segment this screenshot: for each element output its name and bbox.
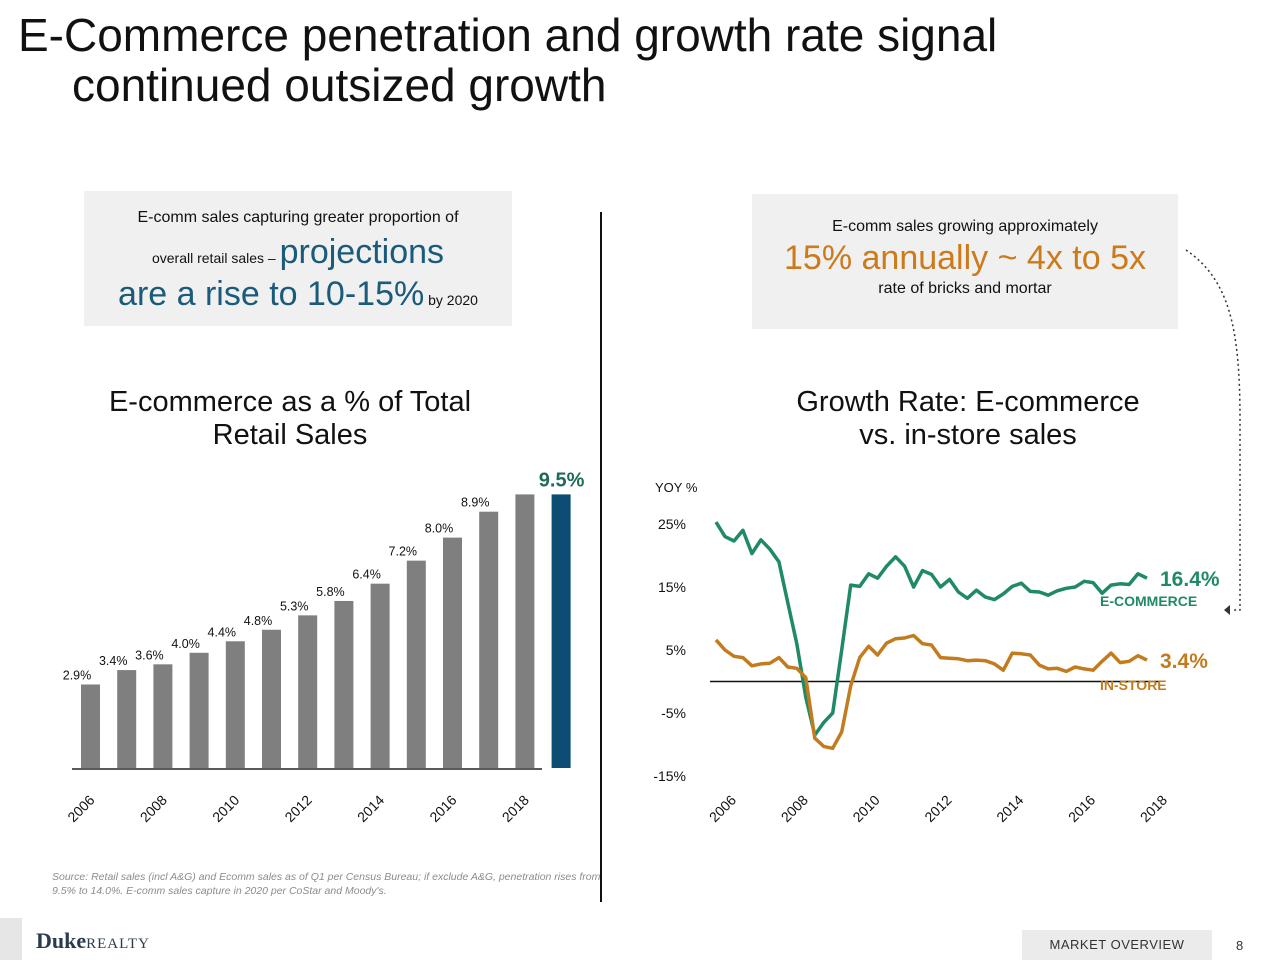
callout-growth: E-comm sales growing approximately 15% a… [752,194,1178,329]
bar-2009 [189,652,209,768]
page-number: 8 [1236,938,1244,953]
bar-2014 [370,583,390,768]
callout-right-line-1: E-comm sales growing approximately [832,218,1098,235]
bar-chart-title-line-1: E-commerce as a % of Total [108,386,472,418]
line-x-tick: 2016 [1065,792,1098,825]
ecommerce-end-value: 16.4% [1160,568,1220,591]
line-y-tick: -15% [653,768,686,784]
callout-left-line-3-big: are a rise to 10-15% [118,275,425,313]
bar-2012 [298,615,318,768]
bar-2007 [117,670,137,768]
callout-arrow [1185,249,1241,615]
bar-chart-title-line-2: Retail Sales [212,419,368,451]
callout-left-line-2-big: projections [279,233,445,271]
duke-realty-logo: DukeREALTY [36,928,150,954]
line-chart: YOY % 25% 15% 5% -5% -15% 16.4% E-COMMERCE 3.4% I… [653,480,1220,825]
bar-2013 [334,600,354,768]
callout-arrow-path [1185,249,1241,611]
callout-penetration: E-comm sales capturing greater proportio… [84,191,512,326]
bar-x-tick: 2010 [209,792,242,825]
bar-2010 [225,641,245,768]
line-x-tick: 2010 [849,792,882,825]
callout-right-line-3: rate of bricks and mortar [878,280,1052,297]
bar-label: 6.4% [352,568,381,582]
bar-chart-title: E-commerce as a % of Total Retail Sales [40,386,540,452]
callout-left-line-2-small: overall retail sales – [151,250,280,266]
bar-x-tick: 2012 [281,792,314,825]
instore-end-value: 3.4% [1160,650,1208,673]
bar-x-tick: 2016 [426,792,459,825]
line-x-tick: 2018 [1137,792,1170,825]
line-y-tick: 15% [658,579,686,595]
bar-2008 [153,664,173,768]
bar-x-tick: 2018 [499,792,532,825]
logo-duke: Duke [36,928,87,953]
bar-label: 7.2% [389,545,418,559]
bar-2016 [443,537,462,768]
line-chart-title: Growth Rate: E-commerce vs. in-store sal… [718,386,1218,452]
instore-series-label: IN-STORE [1100,677,1167,693]
bar-label: 8.0% [425,522,454,536]
line-y-tick: -5% [661,705,686,721]
callout-left-line-1: E-comm sales capturing greater proportio… [137,209,459,226]
bar-2018 [515,494,535,768]
page-title: E-Commerce penetration and growth rate s… [18,10,1258,110]
title-line-2: continued outsized growth [72,59,607,111]
section-label: MARKET OVERVIEW [1022,930,1212,960]
logo-realty: REALTY [86,936,150,952]
ecommerce-series-label: E-COMMERCE [1100,593,1197,609]
bar-label-highlight: 9.5% [539,469,585,491]
vertical-divider [600,212,602,902]
bar-label: 2.9% [63,668,92,682]
footer-accent [0,918,22,960]
line-x-tick: 2006 [706,792,739,825]
bar-label: 5.8% [316,585,345,599]
bar-x-tick: 2008 [137,792,170,825]
ecommerce-line [714,521,1148,737]
bar-chart: 2.9% 3.4% 3.6% 4.0% 4.4% 4.8% 5.3% 5.8% 6.4% 7.2%… [63,469,585,825]
bar-2017 [479,511,499,768]
bar-2019 [551,494,571,768]
callout-left-line-3-small: by 2020 [424,292,478,308]
line-x-tick: 2014 [993,792,1026,825]
bar-label: 5.3% [280,599,309,613]
bar-x-tick: 2014 [354,792,387,825]
title-line-1: E-Commerce penetration and growth rate s… [18,9,998,61]
bar-label: 4.4% [208,625,237,639]
bar-2011 [262,629,281,768]
bar-2015 [406,560,426,768]
source-note: Source: Retail sales (incl A&G) and Ecom… [52,871,601,897]
line-y-tick: 25% [658,516,686,532]
bar-label: 3.4% [99,654,128,668]
instore-line [714,633,1148,751]
bar-label: 4.0% [171,637,200,651]
bar-label: 4.8% [244,614,273,628]
line-x-tick: 2012 [921,792,954,825]
bar-label: 8.9% [461,496,490,510]
bar-2006 [81,684,100,768]
line-chart-title-line-2: vs. in-store sales [859,419,1077,451]
bar-x-tick: 2006 [64,792,97,825]
line-y-tick: 5% [666,642,686,658]
callout-arrow-head [1224,605,1230,615]
line-x-tick: 2008 [778,792,811,825]
callout-right-line-2: 15% annually ~ 4x to 5x [784,239,1146,277]
bar-label: 3.6% [135,648,164,662]
line-y-axis-label: YOY % [655,480,698,495]
line-chart-title-line-1: Growth Rate: E-commerce [796,386,1140,418]
